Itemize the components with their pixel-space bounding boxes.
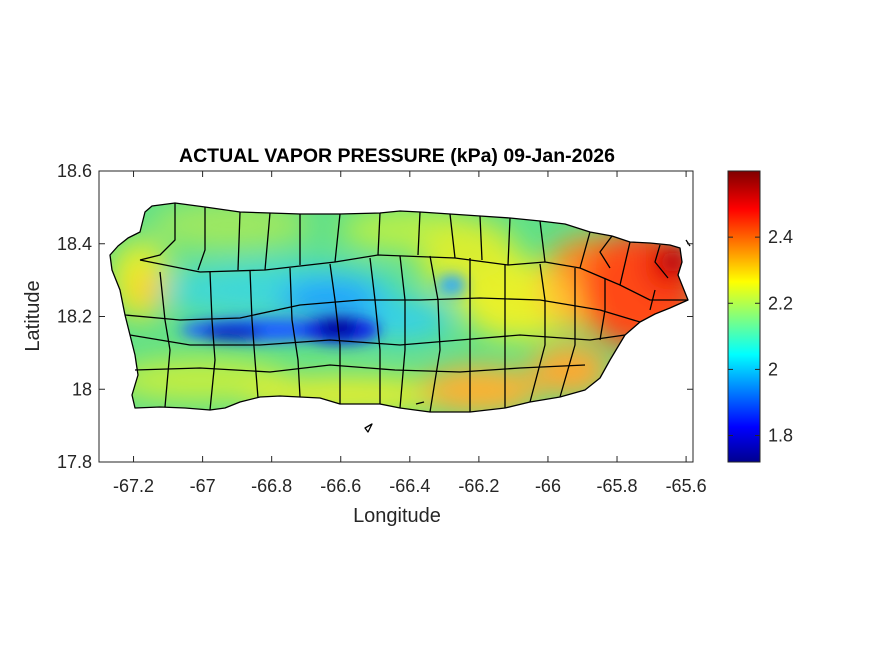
y-tick-label: 18.4 [57, 234, 92, 254]
x-axis: -67.2 -67 -66.8 -66.6 -66.4 -66.2 -66 -65.8 -65.… [113, 171, 707, 496]
y-tick-label: 18 [72, 379, 92, 399]
x-tick-label: -66 [535, 476, 561, 496]
colorbar-tick-label: 2 [768, 359, 778, 379]
x-axis-label: Longitude [353, 505, 441, 527]
colorbar-tick-label: 2.2 [768, 293, 793, 313]
x-tick-label: -65.8 [597, 476, 638, 496]
y-tick-label: 18.6 [57, 161, 92, 181]
y-axis-label: Latitude [22, 280, 44, 351]
x-tick-label: -66.6 [320, 476, 361, 496]
x-tick-label: -65.6 [666, 476, 707, 496]
y-axis: 17.8 18 18.2 18.4 18.6 [57, 161, 693, 472]
x-tick-label: -66.2 [458, 476, 499, 496]
colorbar: 1.8 2 2.2 2.4 [727, 170, 793, 463]
colorbar-tick-label: 2.4 [768, 227, 793, 247]
x-tick-label: -67 [190, 476, 216, 496]
y-tick-label: 17.8 [57, 452, 92, 472]
chart-title: ACTUAL VAPOR PRESSURE (kPa) 09-Jan-2026 [179, 145, 615, 167]
x-tick-label: -66.4 [389, 476, 430, 496]
x-tick-label: -67.2 [113, 476, 154, 496]
colorbar-tick-label: 1.8 [768, 426, 793, 446]
municipality-boundaries [109, 202, 691, 433]
colorbar-gradient [727, 170, 761, 463]
y-tick-label: 18.2 [57, 307, 92, 327]
x-tick-label: -66.8 [251, 476, 292, 496]
